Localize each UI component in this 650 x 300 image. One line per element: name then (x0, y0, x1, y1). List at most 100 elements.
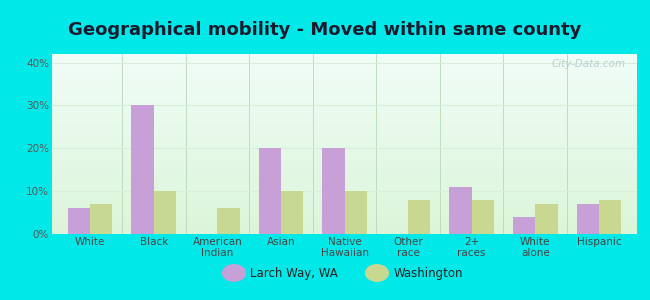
Bar (52, 123, 637, 124)
Bar (52, 112, 637, 113)
Bar (52, 107, 637, 108)
Bar (52, 169, 637, 170)
Bar (52, 133, 637, 134)
Bar (52, 227, 637, 228)
Bar (52, 67, 637, 68)
Bar (322, 148, 344, 234)
Bar (52, 90, 637, 91)
Bar (52, 58, 637, 59)
Bar (52, 81, 637, 82)
Bar (52, 198, 637, 199)
Bar (52, 116, 637, 117)
Bar (52, 155, 637, 156)
Bar (52, 217, 637, 218)
Bar (52, 69, 637, 70)
Bar (52, 176, 637, 177)
Bar (52, 82, 637, 83)
Bar (154, 191, 176, 234)
Bar (52, 83, 637, 84)
Bar (52, 114, 637, 115)
Bar (52, 80, 637, 81)
Bar (52, 88, 637, 89)
Bar (408, 200, 430, 234)
Bar (52, 222, 637, 223)
Bar (52, 148, 637, 149)
Bar (52, 192, 637, 193)
Bar (52, 64, 637, 65)
Bar (472, 200, 494, 234)
Bar (52, 130, 637, 131)
Bar (52, 233, 637, 234)
Bar (52, 125, 637, 126)
Bar (52, 73, 637, 74)
Bar (52, 202, 637, 203)
Bar (52, 126, 637, 127)
Bar (52, 63, 637, 64)
Bar (52, 156, 637, 157)
Bar (52, 167, 637, 168)
Bar (52, 173, 637, 174)
Bar (52, 60, 637, 61)
Bar (52, 214, 637, 215)
Bar (52, 93, 637, 94)
Bar (52, 92, 637, 93)
Bar (52, 55, 637, 56)
Bar (52, 147, 637, 148)
Bar (52, 206, 637, 207)
Bar (52, 146, 637, 147)
Bar (52, 68, 637, 69)
Bar (52, 119, 637, 120)
Bar (52, 78, 637, 79)
Bar (52, 229, 637, 230)
Bar (52, 189, 637, 190)
Bar (52, 220, 637, 221)
Bar (52, 223, 637, 224)
Bar (52, 74, 637, 75)
Bar (52, 185, 637, 186)
Bar (52, 101, 637, 102)
Bar (52, 202, 637, 203)
Bar (52, 66, 637, 67)
Bar (52, 137, 637, 138)
Bar (52, 179, 637, 180)
Bar (52, 138, 637, 139)
Bar (52, 225, 637, 226)
Bar (52, 108, 637, 109)
Bar (52, 145, 637, 146)
Bar (52, 212, 637, 213)
Bar (52, 97, 637, 98)
Bar (52, 57, 637, 58)
Bar (52, 144, 637, 145)
Bar (52, 127, 637, 128)
Bar (52, 152, 637, 153)
Bar (52, 224, 637, 225)
Bar (52, 180, 637, 181)
Bar (281, 191, 303, 234)
Bar (52, 85, 637, 86)
Bar (52, 139, 637, 140)
Bar (52, 200, 637, 201)
Bar (52, 150, 637, 151)
Bar (52, 65, 637, 66)
Bar (90, 204, 112, 234)
Bar (52, 120, 637, 121)
Text: Larch Way, WA: Larch Way, WA (250, 266, 338, 280)
Bar (52, 215, 637, 216)
Bar (52, 207, 637, 208)
Bar (52, 184, 637, 185)
Bar (52, 135, 637, 136)
Bar (52, 142, 637, 143)
Bar (52, 100, 637, 101)
Bar (52, 226, 637, 227)
Bar (52, 115, 637, 116)
Bar (68, 208, 90, 234)
Bar (52, 218, 637, 219)
Bar (52, 228, 637, 229)
Bar (52, 190, 637, 191)
Bar (52, 113, 637, 114)
Bar (52, 136, 637, 137)
Bar (52, 62, 637, 63)
Bar (52, 221, 637, 222)
Bar (52, 111, 637, 112)
Bar (217, 208, 240, 234)
